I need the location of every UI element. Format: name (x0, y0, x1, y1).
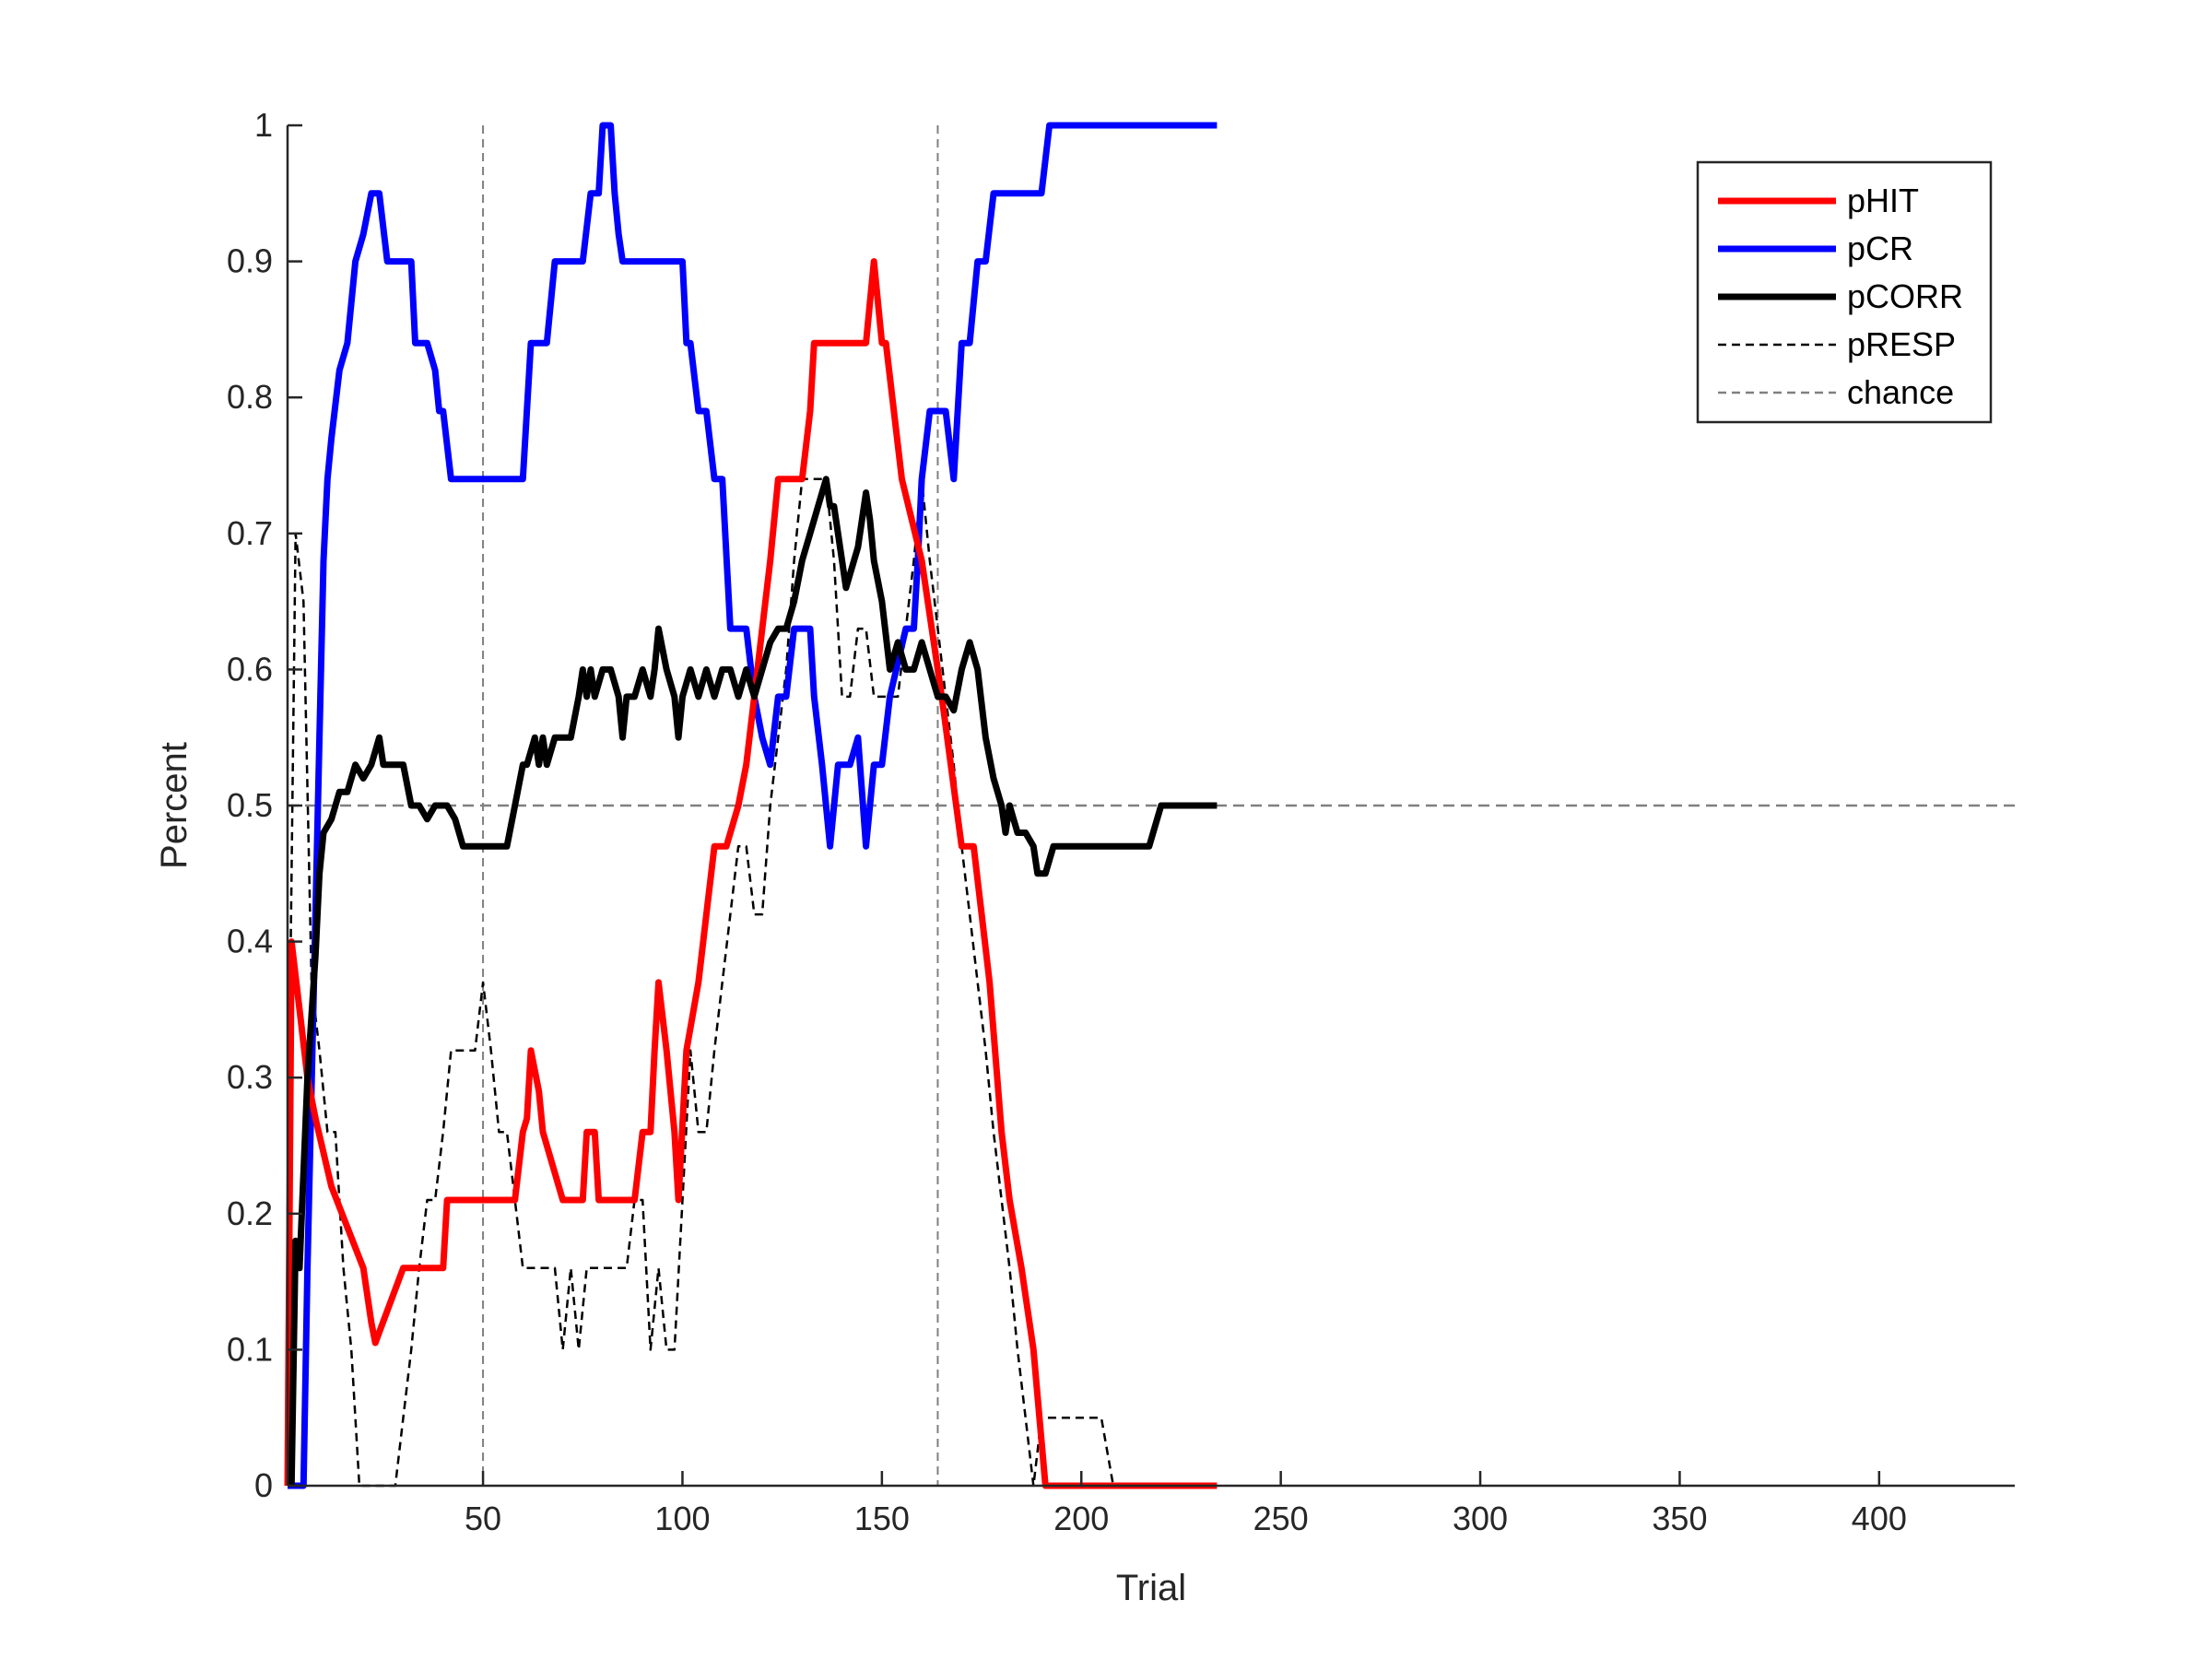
series-line-pcorr (288, 476, 1218, 1487)
plot-area: 50 100 150 200 250 300 350 400 0 0.1 0.2 0.3 0.4 0.5… (154, 106, 2015, 1608)
legend-label-chance: chance (1847, 373, 1954, 411)
legend-label-phit: pHIT (1847, 182, 1919, 219)
y-tick-label: 0 (254, 1466, 273, 1504)
x-axis-label: Trial (1116, 1568, 1186, 1608)
y-tick-label: 0.5 (227, 786, 273, 824)
axes: 50 100 150 200 250 300 350 400 0 0.1 0.2 0.3 0.4 0.5… (227, 106, 2015, 1537)
y-tick-label: 0.9 (227, 242, 273, 280)
y-tick-label: 0.4 (227, 923, 273, 960)
legend-box (1696, 160, 1993, 424)
x-axis-ticks: 50 100 150 200 250 300 350 400 (465, 1471, 1907, 1537)
y-axis-label: Percent (154, 742, 194, 869)
x-tick-label: 350 (1652, 1500, 1707, 1537)
y-tick-label: 0.8 (227, 378, 273, 416)
y-axis-ticks: 0 0.1 0.2 0.3 0.4 0.5 0.6 0.7 0.8 0.9 1 (227, 106, 302, 1504)
x-tick-label: 200 (1053, 1500, 1109, 1537)
x-tick-label: 250 (1253, 1500, 1309, 1537)
legend-label-pcorr: pCORR (1847, 277, 1963, 315)
x-tick-label: 400 (1852, 1500, 1907, 1537)
x-tick-label: 300 (1453, 1500, 1508, 1537)
x-tick-label: 150 (854, 1500, 910, 1537)
y-tick-label: 0.3 (227, 1058, 273, 1096)
legend-label-pcr: pCR (1847, 229, 1913, 267)
x-tick-label: 100 (654, 1500, 710, 1537)
series-line-phit (284, 258, 1218, 1489)
y-tick-label: 0.2 (227, 1194, 273, 1232)
x-tick-label: 50 (465, 1500, 501, 1537)
series-layer (284, 122, 2015, 1489)
legend-items: pHIT pCR pCORR pRESP chance (1718, 182, 1963, 411)
legend-label-presp: pRESP (1847, 325, 1956, 363)
legend: pHIT pCR pCORR pRESP chance (1696, 160, 1993, 424)
y-tick-label: 0.6 (227, 650, 273, 688)
y-tick-label: 0.7 (227, 514, 273, 552)
series-line-pcr (288, 122, 1218, 1489)
y-tick-label: 0.1 (227, 1330, 273, 1368)
y-tick-label: 1 (254, 106, 273, 144)
